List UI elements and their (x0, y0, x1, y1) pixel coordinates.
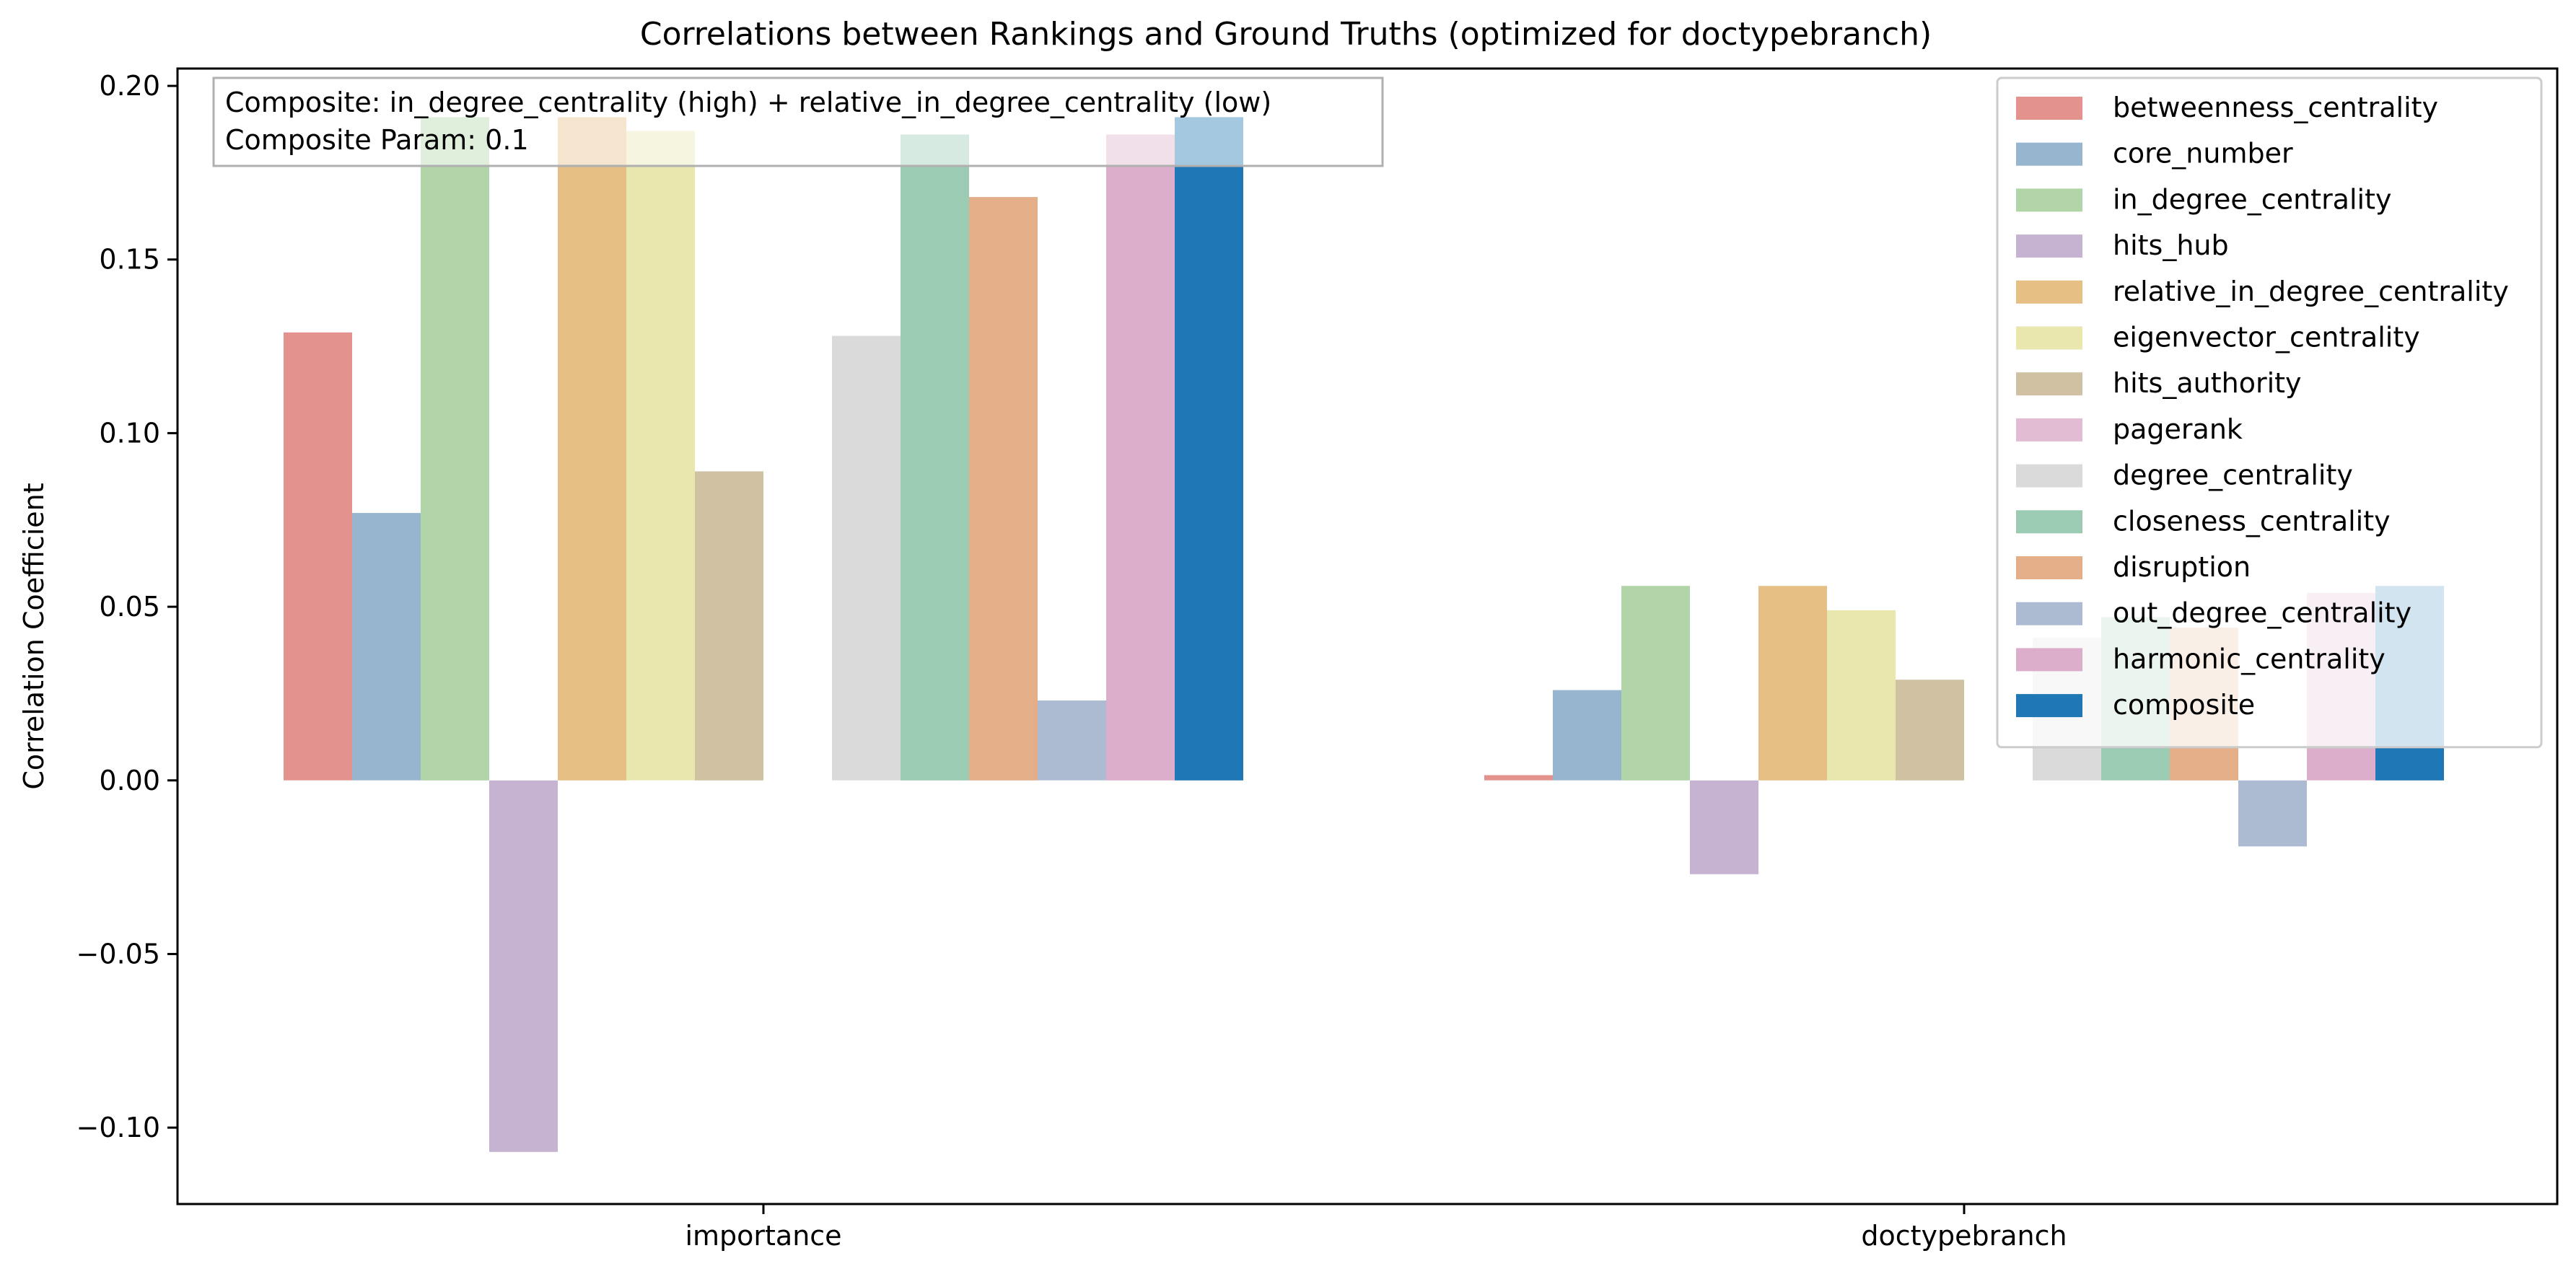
y-axis-label: Correlation Coefficient (18, 483, 50, 789)
legend: betweenness_centrality core_number in_degr… (1996, 76, 2543, 749)
legend-swatch-out_degree_centrality (2016, 602, 2082, 625)
legend-label-hits_hub: hits_hub (2113, 229, 2229, 261)
bar-betweenness_centrality-importance (284, 332, 352, 781)
annotation-line-1: Composite: in_degree_centrality (high) +… (225, 87, 1271, 118)
legend-swatch-betweenness_centrality (2016, 97, 2082, 120)
legend-swatch-closeness_centrality (2016, 510, 2082, 534)
annotation-line-2: Composite Param: 0.1 (225, 124, 529, 156)
legend-swatch-core_number (2016, 142, 2082, 166)
legend-label-disruption: disruption (2113, 551, 2251, 583)
legend-label-out_degree_centrality: out_degree_centrality (2113, 597, 2411, 629)
bar-eigenvector_centrality-doctypebranch (1827, 610, 1896, 781)
bar-in_degree_centrality-importance (421, 117, 489, 781)
legend-swatch-in_degree_centrality (2016, 188, 2082, 212)
legend-swatch-disruption (2016, 556, 2082, 579)
bar-betweenness_centrality-doctypebranch (1484, 775, 1553, 781)
legend-swatch-relative_in_degree_centrality (2016, 280, 2082, 304)
legend-swatch-pagerank (2016, 418, 2082, 441)
bar-relative_in_degree_centrality-importance (558, 117, 626, 781)
bar-degree_centrality-importance (832, 335, 901, 781)
legend-label-in_degree_centrality: in_degree_centrality (2113, 183, 2391, 215)
legend-label-degree_centrality: degree_centrality (2113, 460, 2353, 491)
y-tick-label: 0.15 (99, 244, 160, 276)
bar-core_number-importance (352, 513, 421, 781)
bar-hits_authority-importance (695, 471, 763, 781)
legend-label-hits_authority: hits_authority (2113, 367, 2302, 399)
legend-label-core_number: core_number (2113, 138, 2293, 170)
bar-composite-importance (1175, 117, 1243, 781)
legend-label-closeness_centrality: closeness_centrality (2113, 505, 2391, 537)
x-tick-label: importance (685, 1220, 841, 1252)
axes-layer: −0.10 −0.05 0.00 0.05 0.10 0.15 0.20 importance… (76, 67, 2559, 1252)
bar-disruption-importance (969, 197, 1038, 781)
bar-eigenvector_centrality-importance (626, 131, 695, 781)
chart-title: Correlations between Rankings and Ground… (640, 16, 1932, 53)
annotation-box: Composite: in_degree_centrality (high) +… (212, 76, 1384, 167)
legend-label-eigenvector_centrality: eigenvector_centrality (2113, 322, 2420, 353)
bar-core_number-doctypebranch (1553, 690, 1621, 781)
y-tick-label: 0.00 (99, 765, 160, 796)
bar-closeness_centrality-importance (901, 134, 969, 781)
y-tick-label: 0.10 (99, 417, 160, 449)
y-tick-label: −0.05 (76, 938, 160, 970)
legend-swatch-degree_centrality (2016, 464, 2082, 488)
x-tick-label: doctypebranch (1861, 1220, 2067, 1252)
legend-label-betweenness_centrality: betweenness_centrality (2113, 92, 2438, 123)
bar-in_degree_centrality-doctypebranch (1621, 586, 1690, 781)
bar-out_degree_centrality-doctypebranch (2238, 780, 2307, 847)
legend-label-harmonic_centrality: harmonic_centrality (2113, 643, 2386, 675)
bar-relative_in_degree_centrality-doctypebranch (1758, 586, 1827, 781)
legend-frame (1996, 76, 2543, 749)
bar-hits_authority-doctypebranch (1896, 680, 1964, 781)
y-tick-label: 0.20 (99, 70, 160, 102)
bar-harmonic_centrality-importance (1106, 134, 1175, 781)
bar-hits_hub-importance (489, 780, 558, 1152)
bar-out_degree_centrality-importance (1038, 700, 1106, 781)
legend-swatch-hits_hub (2016, 234, 2082, 258)
y-tick-label: 0.05 (99, 591, 160, 623)
legend-label-composite: composite (2113, 689, 2255, 721)
legend-label-pagerank: pagerank (2113, 413, 2243, 445)
legend-label-relative_in_degree_centrality: relative_in_degree_centrality (2113, 276, 2509, 307)
legend-swatch-eigenvector_centrality (2016, 326, 2082, 350)
bar-hits_hub-doctypebranch (1690, 780, 1758, 874)
plot-frame (176, 67, 2559, 1205)
legend-swatch-harmonic_centrality (2016, 648, 2082, 672)
legend-swatch-composite (2016, 694, 2082, 718)
y-tick-label: −0.10 (76, 1112, 160, 1143)
legend-swatch-hits_authority (2016, 372, 2082, 396)
